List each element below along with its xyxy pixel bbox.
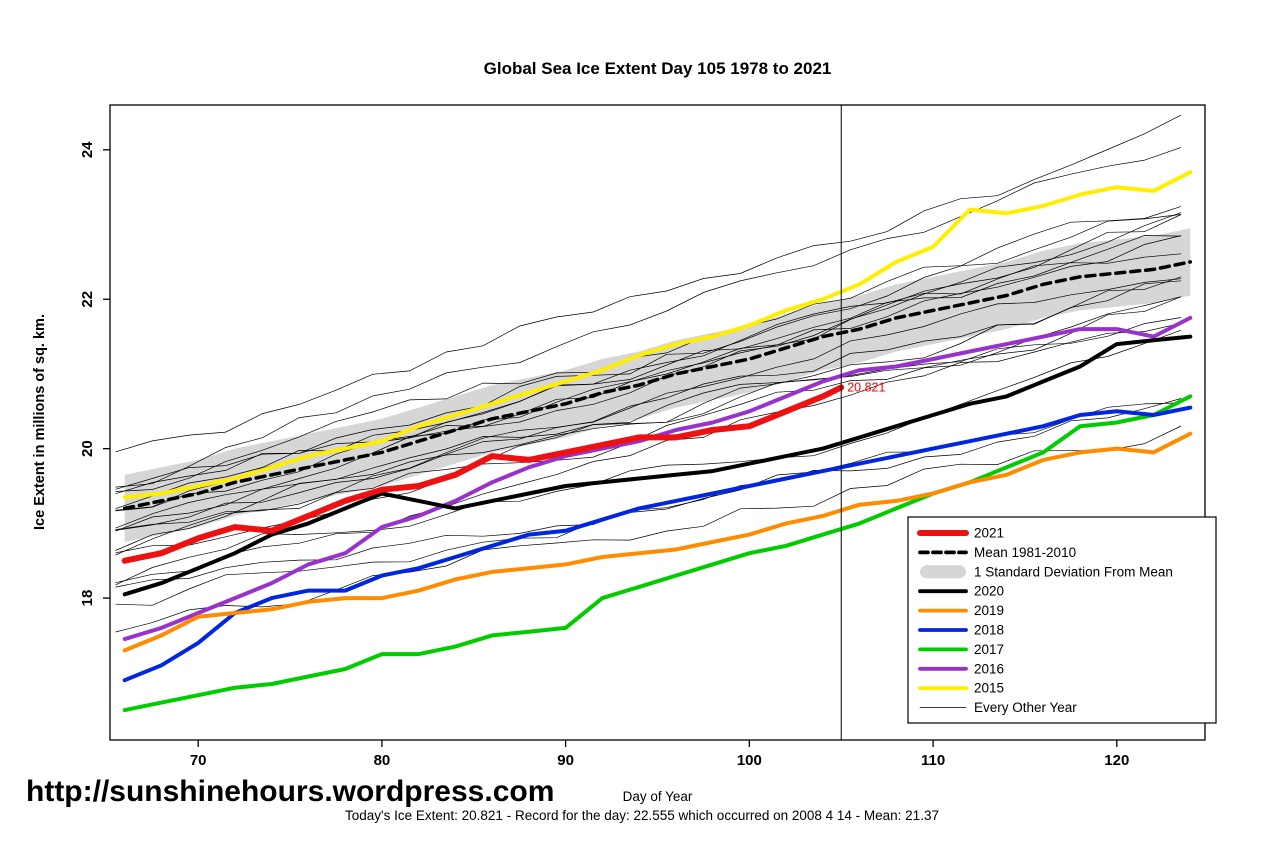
every-other-year-line — [115, 398, 1182, 588]
every-other-year-line — [115, 214, 1182, 492]
every-other-year-line — [115, 235, 1182, 510]
every-other-year-line — [115, 317, 1182, 551]
x-tick-label: 90 — [557, 752, 574, 769]
legend-label: 2019 — [974, 603, 1004, 618]
every-other-year-line — [115, 278, 1182, 530]
plot-frame — [109, 104, 1206, 741]
every-other-year-line — [115, 280, 1182, 531]
series-line-2019 — [122, 431, 1193, 653]
every-other-year-line — [115, 114, 1182, 453]
series-line-2021 — [121, 384, 845, 564]
x-axis-label: Day of Year — [622, 789, 693, 804]
legend-label: 2015 — [974, 681, 1004, 696]
every-other-year-line — [115, 253, 1182, 512]
x-tick-label: 80 — [374, 752, 391, 769]
y-tick-label: 22 — [79, 291, 96, 308]
y-tick-label: 20 — [79, 440, 96, 457]
series-line-2020 — [122, 334, 1193, 597]
every-other-year-line — [115, 147, 1182, 488]
every-other-year-line — [115, 296, 1182, 554]
series-line-2015 — [122, 170, 1193, 500]
mean-line — [122, 260, 1193, 511]
every-other-year-line — [115, 322, 1182, 584]
std-deviation-band — [124, 228, 1191, 543]
today-extent-caption: Today's Ice Extent: 20.821 - Record for … — [345, 808, 939, 823]
x-tick-label: 110 — [921, 752, 945, 769]
legend-label: 2017 — [974, 642, 1004, 657]
legend-label: 2021 — [974, 526, 1004, 541]
x-tick-label: 100 — [737, 752, 762, 769]
legend-label: 2018 — [974, 623, 1004, 638]
x-tick-label: 70 — [190, 752, 207, 769]
y-tick-label: 24 — [79, 141, 96, 158]
x-tick-label: 120 — [1104, 752, 1129, 769]
legend-label: 1 Standard Deviation From Mean — [974, 564, 1173, 579]
blog-url-text: http://sunshinehours.wordpress.com — [26, 775, 555, 808]
legend-label: Every Other Year — [974, 700, 1077, 715]
legend-label: 2016 — [974, 661, 1004, 676]
legend-swatch-band — [920, 565, 966, 579]
current-extent-annotation: 20.821 — [847, 380, 885, 394]
every-other-year-line — [115, 329, 1182, 586]
chart-title: Global Sea Ice Extent Day 105 1978 to 20… — [483, 59, 832, 78]
legend-label: 2020 — [974, 584, 1004, 599]
every-other-year-line — [115, 235, 1182, 532]
series-line-2017 — [122, 394, 1193, 713]
y-axis-label: Ice Extent in millions of sq. km. — [32, 314, 48, 530]
y-tick-label: 18 — [79, 590, 96, 607]
every-other-year-line — [115, 296, 1182, 556]
series-line-2018 — [122, 405, 1193, 683]
legend-label: Mean 1981-2010 — [974, 545, 1076, 560]
